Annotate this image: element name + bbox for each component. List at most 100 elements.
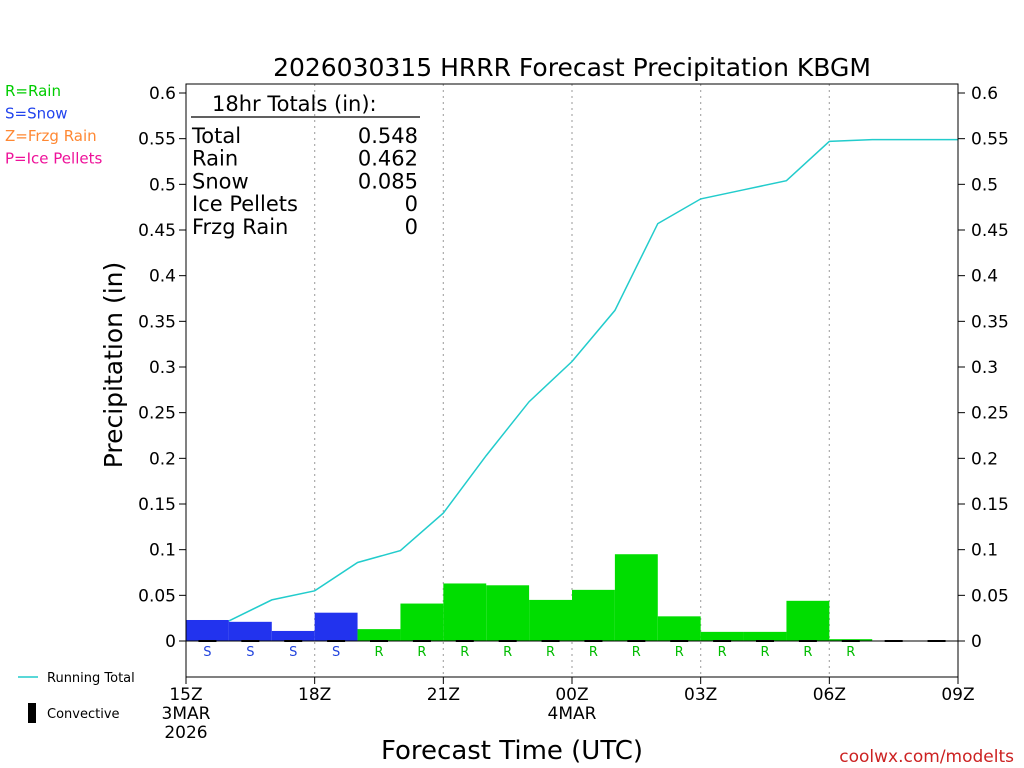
y-tick-label-right: 0.3 — [971, 358, 998, 378]
hourly-bars — [186, 554, 946, 642]
totals-rows: Total 0.548 Rain 0.462 Snow 0.085 Ice Pellets 0… — [191, 124, 418, 239]
type-legend-item: P=Ice Pellets — [5, 150, 102, 168]
x-tick-label: 03Z — [684, 685, 717, 705]
type-legend-item: Z=Frzg Rain — [5, 127, 97, 145]
y-tick-label-right: 0 — [971, 632, 982, 652]
precip-type-letter: R — [632, 645, 641, 660]
y-tick-label: 0.3 — [149, 358, 176, 378]
type-legend-item: S=Snow — [5, 105, 68, 123]
precip-type-letter: S — [203, 645, 211, 660]
convective-legend-swatch — [28, 703, 36, 723]
precip-type-letter: S — [289, 645, 297, 660]
precip-type-letter: R — [760, 645, 769, 660]
y-tick-label-right: 0.05 — [971, 586, 1009, 606]
x-tick-date: 3MAR — [162, 704, 211, 724]
x-tick-label: 18Z — [298, 685, 331, 705]
precip-type-letter: R — [546, 645, 555, 660]
type-legend-item: R=Rain — [5, 82, 61, 100]
bar-s — [314, 612, 358, 641]
chart-title: 2026030315 HRRR Forecast Precipitation K… — [273, 53, 871, 82]
x-tick-label: 00Z — [555, 685, 588, 705]
y-tick-label: 0.4 — [149, 267, 176, 287]
running-total-line — [228, 138, 958, 622]
y-tick-label: 0.15 — [138, 495, 176, 515]
precip-type-letter: R — [417, 645, 426, 660]
precip-type-letter: R — [460, 645, 469, 660]
y-tick-label-right: 0.15 — [971, 495, 1009, 515]
site-credit: coolwx.com/modelts — [839, 747, 1014, 767]
y-tick-label: 0.6 — [149, 84, 176, 104]
precip-type-letter: R — [718, 645, 727, 660]
totals-row-value: 0.085 — [358, 169, 418, 193]
precip-type-letter: R — [374, 645, 383, 660]
y-axis-left: 0 0.05 0.1 0.15 0.2 0.25 0.3 0.35 0.4 0.45 0.5 0.55… — [138, 84, 186, 652]
y-axis-label: Precipitation (in) — [99, 262, 128, 469]
x-tick-label: 15Z — [169, 685, 202, 705]
totals-row-label: Frzg Rain — [192, 215, 288, 239]
bar-s — [228, 621, 272, 641]
x-tick-label: 06Z — [813, 685, 846, 705]
bar-r — [443, 583, 487, 641]
y-tick-label-right: 0.2 — [971, 449, 998, 469]
precip-type-letter: R — [675, 645, 684, 660]
totals-row-value: 0 — [405, 215, 418, 239]
totals-box: 18hr Totals (in): Total 0.548 Rain 0.462 Sno… — [191, 92, 420, 239]
precip-type-letter: R — [803, 645, 812, 660]
precip-type-letter: S — [332, 645, 340, 660]
totals-row-label: Rain — [192, 147, 238, 171]
precip-type-letter: R — [589, 645, 598, 660]
bar-r — [700, 631, 744, 641]
precip-type-letter: R — [846, 645, 855, 660]
bar-r — [529, 599, 572, 641]
y-tick-label: 0.45 — [138, 221, 176, 241]
x-tick-date: 4MAR — [548, 704, 597, 724]
bar-r — [614, 554, 658, 641]
y-tick-label-right: 0.35 — [971, 312, 1009, 332]
y-tick-label: 0.05 — [138, 586, 176, 606]
y-tick-label-right: 0.25 — [971, 404, 1009, 424]
y-tick-label-right: 0.4 — [971, 267, 998, 287]
y-tick-label-right: 0.45 — [971, 221, 1009, 241]
bar-r — [400, 603, 444, 641]
y-tick-label-right: 0.5 — [971, 175, 998, 195]
totals-row-value: 0.548 — [358, 124, 418, 148]
totals-heading: 18hr Totals (in): — [212, 92, 377, 116]
precip-type-letter: R — [503, 645, 512, 660]
totals-row-label: Total — [191, 124, 241, 148]
y-tick-label: 0.25 — [138, 404, 176, 424]
y-tick-label: 0.35 — [138, 312, 176, 332]
totals-row-value: 0 — [405, 192, 418, 216]
precip-type-legend: R=Rain S=Snow Z=Frzg Rain P=Ice Pellets — [5, 82, 102, 168]
bar-s — [186, 619, 229, 641]
series-legend: Running Total Convective — [18, 671, 135, 723]
bar-r — [572, 589, 615, 641]
x-tick-label: 21Z — [427, 685, 460, 705]
running-total-legend-label: Running Total — [47, 671, 135, 686]
bar-r — [657, 616, 701, 641]
convective-legend-label: Convective — [47, 707, 120, 722]
y-tick-label-right: 0.55 — [971, 130, 1009, 150]
bar-s — [271, 630, 315, 641]
bar-r — [357, 629, 401, 641]
y-tick-label-right: 0.1 — [971, 541, 998, 561]
totals-row-label: Ice Pellets — [192, 192, 298, 216]
y-axis-right: 0 0.05 0.1 0.15 0.2 0.25 0.3 0.35 0.4 0.45 0.5 0.55… — [958, 84, 1009, 652]
x-axis-label: Forecast Time (UTC) — [381, 736, 643, 766]
y-tick-label: 0.2 — [149, 449, 176, 469]
x-tick-year: 2026 — [164, 723, 207, 743]
bar-r — [486, 585, 530, 641]
precip-type-letter: S — [246, 645, 254, 660]
y-tick-label: 0 — [165, 632, 176, 652]
bar-r — [786, 600, 830, 641]
bar-r — [743, 631, 787, 641]
x-tick-label: 09Z — [941, 685, 974, 705]
y-tick-label: 0.55 — [138, 130, 176, 150]
y-tick-label: 0.5 — [149, 175, 176, 195]
y-tick-label-right: 0.6 — [971, 84, 998, 104]
totals-row-value: 0.462 — [358, 147, 418, 171]
y-tick-label: 0.1 — [149, 541, 176, 561]
totals-row-label: Snow — [192, 169, 249, 193]
